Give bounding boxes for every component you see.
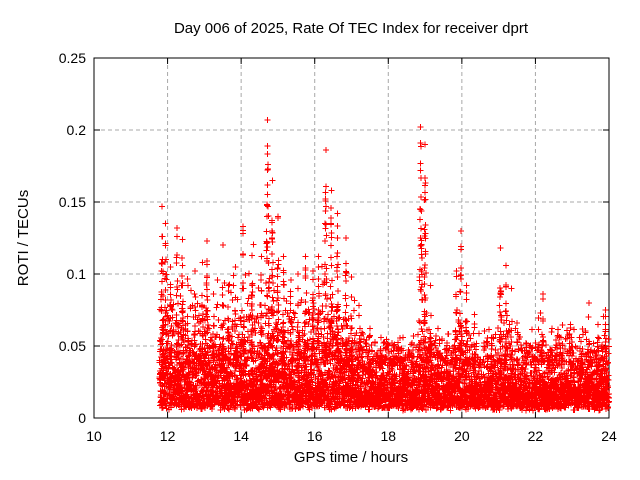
chart-title: Day 006 of 2025, Rate Of TEC Index for r… bbox=[174, 20, 529, 37]
svg-text:0.2: 0.2 bbox=[67, 122, 87, 138]
svg-text:0.25: 0.25 bbox=[59, 50, 86, 66]
svg-text:0.15: 0.15 bbox=[59, 194, 86, 210]
scatter-data-points bbox=[156, 117, 612, 414]
x-tick-labels: 10 12 14 16 18 20 22 24 bbox=[86, 428, 617, 444]
svg-text:0.05: 0.05 bbox=[59, 338, 86, 354]
y-tick-labels: 0 0.05 0.1 0.15 0.2 0.25 bbox=[59, 50, 86, 426]
svg-text:0.1: 0.1 bbox=[67, 266, 87, 282]
svg-text:16: 16 bbox=[307, 428, 323, 444]
svg-text:24: 24 bbox=[601, 428, 617, 444]
svg-text:18: 18 bbox=[380, 428, 396, 444]
svg-text:12: 12 bbox=[160, 428, 176, 444]
svg-text:10: 10 bbox=[86, 428, 102, 444]
svg-text:14: 14 bbox=[233, 428, 249, 444]
y-axis-label: ROTI / TECUs bbox=[15, 190, 32, 286]
svg-text:0: 0 bbox=[78, 410, 86, 426]
svg-text:22: 22 bbox=[528, 428, 544, 444]
x-axis-label: GPS time / hours bbox=[294, 449, 408, 466]
svg-text:20: 20 bbox=[454, 428, 470, 444]
plot-border bbox=[93, 57, 610, 419]
